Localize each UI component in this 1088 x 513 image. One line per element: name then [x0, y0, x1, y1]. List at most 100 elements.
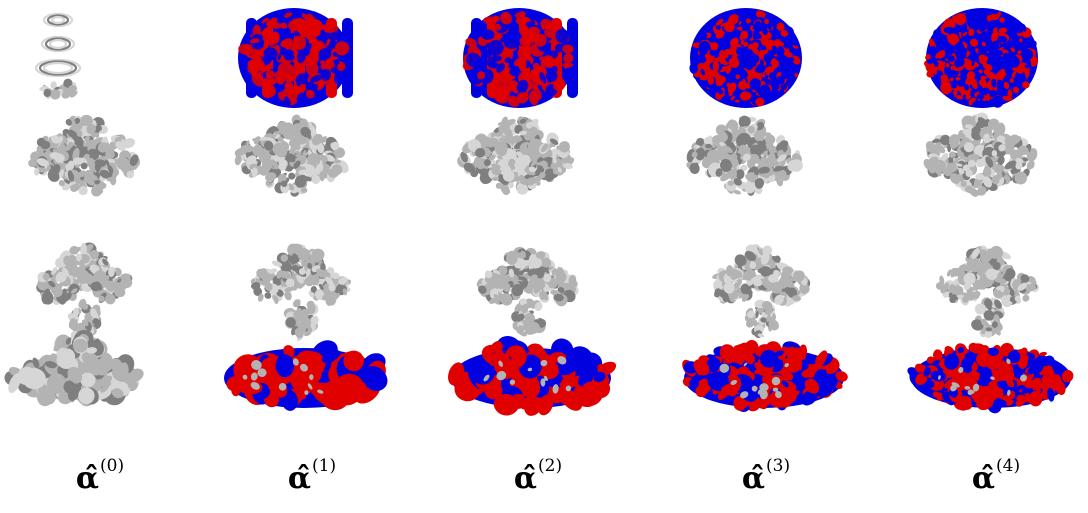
gray-disk-surface — [557, 356, 567, 365]
protein-body-surface — [311, 174, 321, 184]
colored-density — [498, 358, 521, 375]
protein-body-surface — [268, 268, 278, 275]
protein-body-surface — [68, 85, 78, 92]
protein-body-surface — [86, 170, 92, 178]
protein-body-surface — [994, 299, 1002, 309]
colored-density — [970, 77, 978, 89]
colored-density — [987, 347, 999, 357]
colored-density — [764, 78, 771, 85]
gray-disk-surface — [250, 372, 258, 381]
protein-body-surface — [88, 249, 99, 260]
colored-density — [760, 17, 765, 22]
colored-density — [985, 64, 993, 71]
gray-disk-surface — [757, 388, 765, 395]
protein-body-surface — [251, 281, 261, 290]
label-superscript: (1) — [312, 456, 337, 476]
colored-density — [563, 53, 574, 64]
gray-disk-surface — [951, 382, 960, 388]
colored-density — [288, 90, 298, 101]
colored-density — [320, 68, 332, 81]
colored-density — [508, 58, 519, 70]
gray-disk-surface — [17, 366, 35, 385]
gray-disk-surface — [771, 376, 781, 386]
colored-density — [494, 23, 502, 31]
protein-body-surface — [962, 164, 970, 172]
colored-density — [1021, 64, 1026, 69]
colored-density — [331, 373, 365, 406]
bottom-render-0 — [4, 242, 144, 407]
protein-body-surface — [58, 169, 65, 179]
colored-density — [707, 83, 716, 89]
colored-density — [775, 76, 785, 85]
colored-density — [1014, 71, 1026, 84]
colored-density — [984, 95, 991, 101]
protein-body-surface — [1025, 283, 1036, 292]
protein-body-surface — [338, 276, 348, 285]
protein-body-surface — [73, 135, 84, 148]
protein-body-surface — [526, 130, 534, 137]
colored-density — [760, 74, 766, 78]
label-1: α̂(1) — [222, 452, 402, 499]
colored-density — [950, 370, 959, 379]
protein-body-surface — [734, 254, 747, 267]
protein-body-surface — [66, 265, 80, 279]
bottom-render-3 — [682, 244, 848, 413]
colored-density — [305, 61, 319, 76]
colored-density — [937, 50, 946, 59]
top-panel-0 — [2, 0, 182, 215]
colored-density — [1021, 52, 1028, 59]
colored-density — [968, 19, 980, 31]
colored-density — [962, 31, 968, 37]
colored-density — [943, 26, 955, 34]
protein-body-surface — [985, 156, 994, 168]
protein-body-surface — [958, 132, 966, 140]
colored-density — [756, 63, 766, 74]
colored-density — [593, 371, 606, 383]
colored-density — [267, 17, 278, 27]
colored-density — [1020, 75, 1025, 81]
protein-body-surface — [555, 271, 567, 283]
colored-density — [504, 57, 511, 64]
colored-density — [941, 77, 948, 89]
colored-density — [955, 76, 961, 81]
colored-density — [739, 91, 752, 101]
colored-density — [280, 38, 293, 48]
protein-body-surface — [270, 159, 279, 170]
colored-density — [695, 378, 710, 398]
protein-body-surface — [278, 162, 287, 171]
colored-density — [734, 99, 740, 103]
protein-body-surface — [552, 157, 557, 164]
gray-ring — [48, 38, 68, 50]
protein-body-surface — [310, 274, 320, 286]
protein-body-surface — [331, 141, 340, 150]
gray-disk-surface — [1007, 389, 1011, 396]
protein-body-surface — [61, 90, 71, 99]
colored-density — [793, 41, 798, 47]
gray-disk-surface — [309, 374, 314, 380]
colored-density — [937, 42, 943, 48]
colored-density — [752, 30, 760, 40]
gray-ring — [34, 58, 82, 78]
protein-body-surface — [102, 258, 109, 266]
colored-density — [745, 18, 751, 24]
colored-density — [763, 53, 773, 63]
colored-density — [553, 80, 566, 92]
colored-density — [466, 52, 482, 68]
colored-density — [769, 390, 787, 408]
colored-density — [743, 41, 749, 47]
colored-density — [944, 378, 956, 389]
colored-density — [979, 31, 992, 43]
protein-body-surface — [67, 170, 75, 182]
protein-body-surface — [491, 164, 502, 176]
protein-body-surface — [774, 294, 784, 305]
protein-body-surface — [516, 313, 525, 321]
colored-density — [727, 82, 737, 94]
protein-body-surface — [54, 153, 65, 163]
colored-density — [926, 356, 935, 364]
colored-density — [544, 26, 559, 38]
protein-body-surface — [955, 270, 965, 275]
colored-density — [798, 344, 808, 361]
colored-density — [693, 359, 710, 376]
protein-body-surface — [952, 285, 964, 296]
colored-density — [315, 46, 320, 54]
